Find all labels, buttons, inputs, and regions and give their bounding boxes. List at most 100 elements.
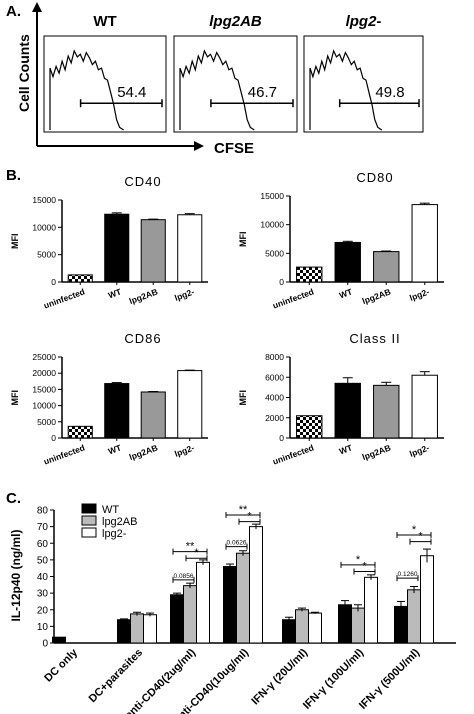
bar bbox=[143, 614, 157, 644]
histogram-gate-value: 49.8 bbox=[375, 84, 404, 101]
x-tick-label: IFN-γ (20U/ml) bbox=[249, 646, 310, 707]
bar bbox=[373, 251, 400, 283]
y-tick-label: 0 bbox=[51, 433, 56, 443]
significance-label: 0.0856 bbox=[174, 573, 194, 580]
x-tick-label: IFN-γ (500U/ml) bbox=[357, 646, 422, 711]
histogram-curve bbox=[309, 49, 383, 131]
y-axis-label: IL-12p40 (ng/ml) bbox=[9, 529, 23, 621]
bar bbox=[170, 594, 184, 644]
y-tick-label: 4000 bbox=[265, 393, 284, 403]
bar bbox=[140, 391, 166, 439]
bar bbox=[104, 213, 130, 283]
bar bbox=[308, 612, 322, 644]
x-tick-label: DC only bbox=[42, 646, 80, 684]
y-tick-label: 80 bbox=[37, 506, 49, 517]
panel-b-label: B. bbox=[6, 167, 21, 184]
x-tick-label: WT bbox=[338, 442, 355, 456]
y-tick-label: 15000 bbox=[32, 195, 56, 205]
x-tick-label: lpg2AB bbox=[128, 443, 159, 463]
y-tick-label: 20000 bbox=[32, 368, 56, 378]
x-tick-label: IFN-γ (100U/ml) bbox=[301, 646, 366, 711]
x-tick-label: lpg2- bbox=[408, 286, 431, 302]
bar bbox=[334, 241, 361, 283]
x-tick-label: lpg2AB bbox=[361, 287, 392, 307]
x-tick-label: lpg2- bbox=[173, 442, 196, 458]
y-tick-label: 20 bbox=[37, 605, 49, 616]
y-tick-label: 0 bbox=[279, 433, 284, 443]
significance-label: 0.0626 bbox=[227, 540, 247, 547]
bar bbox=[140, 219, 166, 283]
significance-label: * bbox=[356, 554, 361, 566]
histogram-curve bbox=[179, 49, 255, 131]
histogram-frame bbox=[173, 35, 298, 133]
chart-title: CD40 bbox=[124, 174, 161, 189]
x-tick-label: uninfected bbox=[42, 287, 86, 311]
legend-label: lpg2- bbox=[102, 528, 127, 540]
bar bbox=[177, 370, 203, 439]
y-tick-label: 60 bbox=[37, 539, 49, 550]
y-axis-label: MFI bbox=[238, 390, 248, 406]
cell-counts-axis-label: Cell Counts bbox=[16, 34, 32, 112]
x-tick-label: WT bbox=[107, 286, 124, 300]
bar bbox=[420, 555, 434, 644]
bar bbox=[364, 576, 378, 644]
y-axis-label: MFI bbox=[10, 234, 20, 250]
bar bbox=[373, 384, 400, 439]
y-tick-label: 15000 bbox=[260, 191, 284, 201]
chart-title: CD86 bbox=[124, 331, 161, 346]
bar bbox=[407, 589, 421, 644]
x-tick-label: lpg2- bbox=[408, 442, 431, 458]
y-tick-label: 5000 bbox=[37, 417, 56, 427]
bar bbox=[236, 552, 250, 644]
panel-c-label: C. bbox=[6, 490, 21, 507]
x-tick-label: uninfected bbox=[42, 443, 86, 467]
x-tick-label: uninfected bbox=[271, 287, 315, 311]
bar bbox=[338, 604, 352, 644]
y-tick-label: 25000 bbox=[32, 352, 56, 362]
y-tick-label: 10000 bbox=[260, 220, 284, 230]
y-tick-label: 8000 bbox=[265, 352, 284, 362]
bar bbox=[223, 566, 237, 644]
x-tick-label: DC+parasites bbox=[87, 647, 145, 705]
legend-label: WT bbox=[102, 504, 119, 516]
cell-counts-arrowhead bbox=[32, 2, 42, 12]
bar bbox=[295, 609, 309, 644]
significance-label: * bbox=[247, 511, 252, 523]
histogram-title: lpg2- bbox=[346, 13, 382, 30]
legend-swatch bbox=[81, 503, 97, 514]
y-tick-label: 2000 bbox=[265, 413, 284, 423]
bar bbox=[104, 383, 130, 439]
significance-label: ** bbox=[186, 541, 195, 553]
y-tick-label: 50 bbox=[37, 555, 49, 566]
legend-swatch bbox=[81, 527, 97, 538]
histogram-frame bbox=[303, 35, 424, 133]
histogram-title: WT bbox=[93, 13, 116, 30]
bar bbox=[130, 613, 144, 644]
y-tick-label: 10000 bbox=[32, 222, 56, 232]
chart-title: CD80 bbox=[356, 170, 393, 185]
significance-label: ** bbox=[239, 504, 248, 516]
y-tick-label: 15000 bbox=[32, 384, 56, 394]
x-tick-label: WT bbox=[107, 442, 124, 456]
y-tick-label: 10 bbox=[37, 622, 49, 633]
bar bbox=[411, 204, 438, 283]
y-tick-label: 40 bbox=[37, 572, 49, 583]
legend-label: lpg2AB bbox=[102, 516, 137, 528]
significance-label: * bbox=[418, 531, 423, 543]
bar bbox=[334, 382, 361, 439]
bar bbox=[296, 415, 323, 439]
histogram-gate-value: 54.4 bbox=[117, 84, 146, 101]
y-axis-label: MFI bbox=[10, 390, 20, 406]
significance-label: * bbox=[412, 524, 417, 536]
y-tick-label: 5000 bbox=[37, 250, 56, 260]
bar bbox=[282, 619, 296, 644]
y-tick-label: 10000 bbox=[32, 401, 56, 411]
y-tick-label: 0 bbox=[279, 277, 284, 287]
significance-label: * bbox=[362, 561, 367, 573]
bar bbox=[52, 636, 66, 644]
legend-swatch bbox=[81, 515, 97, 526]
cfse-axis-label: CFSE bbox=[214, 140, 254, 157]
bar bbox=[249, 526, 263, 644]
x-tick-label: uninfected bbox=[271, 443, 315, 467]
